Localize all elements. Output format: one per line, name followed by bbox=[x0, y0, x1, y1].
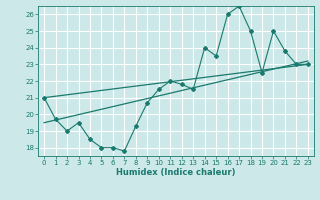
X-axis label: Humidex (Indice chaleur): Humidex (Indice chaleur) bbox=[116, 168, 236, 177]
